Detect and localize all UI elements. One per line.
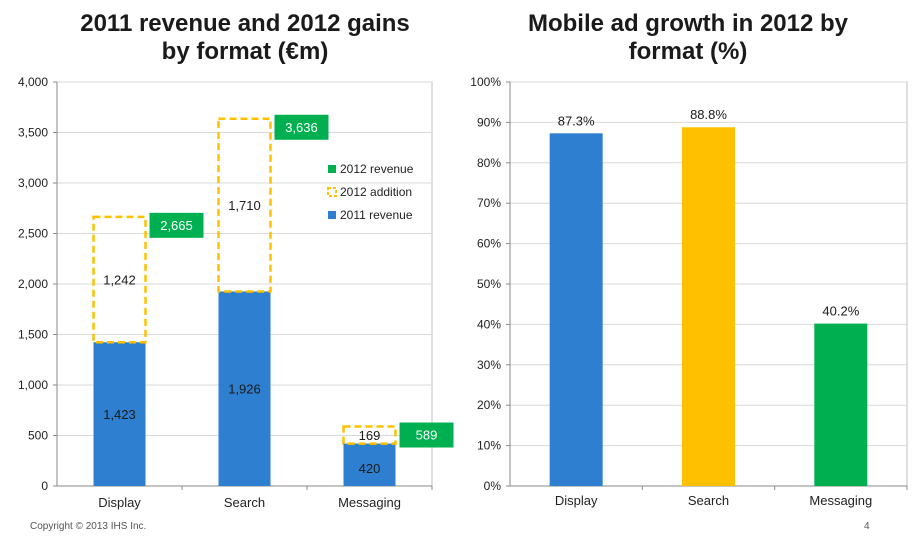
bar-2012-addition (342, 425, 397, 445)
y-tick-label: 3,000 (18, 176, 48, 190)
copyright-text: Copyright © 2013 IHS Inc. (30, 521, 147, 532)
data-label-2012-total: 2,665 (160, 218, 193, 233)
data-label-2011: 1,423 (103, 407, 136, 422)
legend-swatch-2011-revenue (328, 211, 336, 219)
x-tick-label: Search (224, 495, 265, 510)
y-tick-label: 0 (41, 479, 48, 493)
left-chart-title-line1: 2011 revenue and 2012 gains (80, 10, 410, 37)
page-number: 4 (864, 521, 870, 532)
total-2012-box (399, 422, 454, 448)
legend-label: 2012 revenue (340, 162, 414, 176)
x-tick-label: Display (98, 495, 141, 510)
y-tick-label: 90% (477, 115, 501, 129)
legend-label: 2011 revenue (340, 208, 413, 222)
data-label-2012-total: 589 (416, 428, 438, 443)
data-label-2011: 1,926 (228, 382, 261, 397)
y-tick-label: 100% (470, 75, 501, 89)
right-chart-title-line2: format (%) (628, 38, 748, 65)
right-chart-title: Mobile ad growth in 2012 by format (%) (468, 10, 908, 66)
legend-swatch-2012-addition (327, 187, 337, 197)
data-label-growth: 88.8% (690, 107, 727, 122)
growth-bar (682, 127, 735, 487)
y-tick-label: 3,500 (18, 126, 48, 140)
left-chart-title: 2011 revenue and 2012 gains by format (€… (40, 10, 450, 66)
y-tick-label: 1,500 (18, 328, 48, 342)
data-label-2012-total: 3,636 (285, 120, 318, 135)
y-tick-label: 80% (477, 156, 501, 170)
bar-2012-addition (92, 215, 147, 344)
growth-bar (549, 133, 603, 487)
data-label-2012-addition: 1,710 (228, 198, 261, 213)
legend-swatch-2012-revenue (328, 165, 336, 173)
y-tick-label: 2,500 (18, 227, 48, 241)
bar-2012-addition (217, 117, 272, 293)
y-tick-label: 20% (477, 398, 501, 412)
y-tick-label: 0% (484, 479, 502, 493)
data-label-2011: 420 (359, 461, 381, 476)
y-tick-label: 40% (477, 317, 501, 331)
y-tick-label: 1,000 (18, 378, 48, 392)
bar-2011-revenue (218, 291, 271, 486)
x-tick-label: Search (688, 493, 729, 508)
data-label-growth: 87.3% (558, 113, 595, 128)
y-tick-label: 500 (28, 429, 48, 443)
y-tick-label: 50% (477, 277, 501, 291)
total-2012-box (149, 212, 204, 238)
x-tick-label: Messaging (338, 495, 401, 510)
growth-bar (814, 323, 868, 486)
left-chart-title-line2: by format (€m) (161, 38, 329, 65)
x-tick-label: Messaging (809, 493, 872, 508)
bar-2011-revenue (93, 342, 146, 486)
data-label-2012-addition: 1,242 (103, 273, 136, 288)
x-tick-label: Display (555, 493, 598, 508)
y-tick-label: 30% (477, 358, 501, 372)
y-tick-label: 60% (477, 237, 501, 251)
y-tick-label: 70% (477, 196, 501, 210)
y-tick-label: 10% (477, 439, 501, 453)
right-chart-title-line1: Mobile ad growth in 2012 by (527, 10, 849, 37)
legend-label: 2012 addition (340, 185, 412, 199)
y-tick-label: 2,000 (18, 277, 48, 291)
bar-2011-revenue (343, 443, 396, 486)
total-2012-box (274, 114, 329, 140)
data-label-growth: 40.2% (822, 304, 859, 319)
y-tick-label: 4,000 (18, 75, 48, 89)
data-label-2012-addition: 169 (359, 428, 381, 443)
